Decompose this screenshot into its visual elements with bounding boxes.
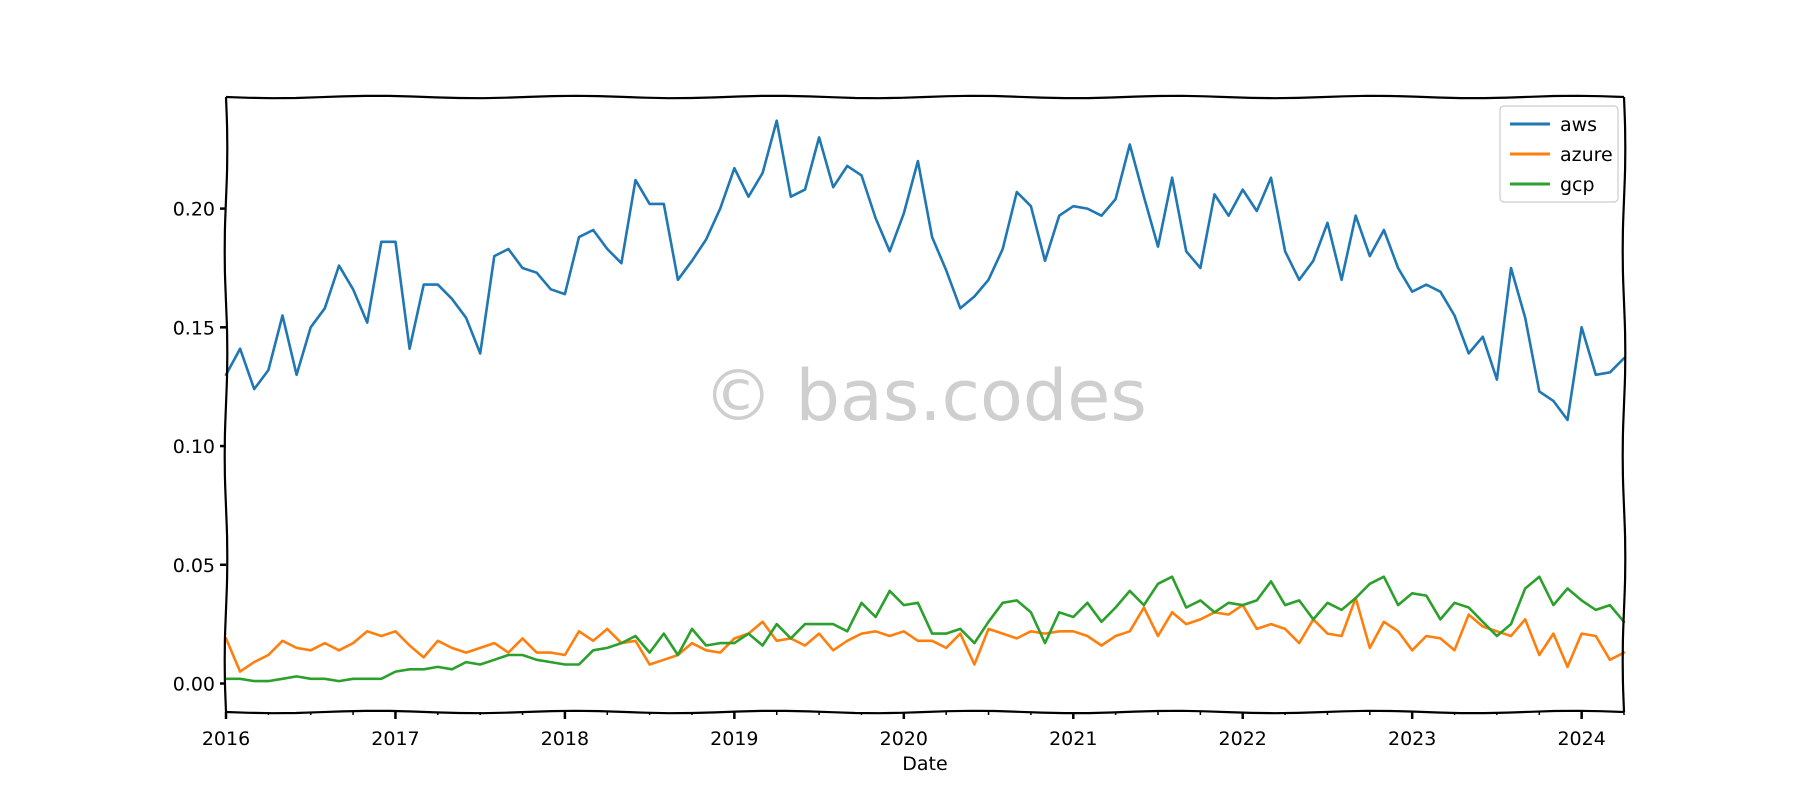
x-tick-label: 2019 xyxy=(710,728,758,750)
series-line-aws xyxy=(224,119,1626,422)
legend-label-aws: aws xyxy=(1560,114,1597,136)
legend: aws azure gcp xyxy=(1499,105,1619,203)
y-tick-label: 0.15 xyxy=(173,317,215,339)
legend-label-gcp: gcp xyxy=(1560,174,1595,196)
x-tick-label: 2024 xyxy=(1557,728,1605,750)
frame-right xyxy=(1621,96,1627,713)
x-tick-label: 2022 xyxy=(1219,728,1267,750)
legend-label-azure: azure xyxy=(1560,144,1613,166)
y-tick-label: 0.00 xyxy=(173,674,215,696)
series-line-azure xyxy=(224,596,1626,673)
x-axis: 2016 2017 2018 2019 2020 2021 2022 2023 2024 xyxy=(202,712,1625,750)
legend-box xyxy=(1499,105,1619,203)
x-tick-label: 2023 xyxy=(1388,728,1436,750)
y-tick-label: 0.10 xyxy=(173,436,215,458)
frame-bottom xyxy=(225,709,1625,715)
series-layer xyxy=(224,119,1626,683)
frame-left xyxy=(223,96,229,713)
x-tick-label: 2017 xyxy=(371,728,419,750)
watermark-text: © bas.codes xyxy=(703,355,1147,437)
y-tick-label: 0.20 xyxy=(173,199,215,221)
x-tick-label: 2020 xyxy=(880,728,928,750)
x-tick-label: 2021 xyxy=(1049,728,1097,750)
x-tick-label: 2016 xyxy=(202,728,250,750)
x-tick-label: 2018 xyxy=(541,728,589,750)
y-tick-label: 0.05 xyxy=(173,555,215,577)
x-axis-title: Date xyxy=(902,753,947,775)
frame-top xyxy=(225,94,1625,100)
y-axis: 0.00 0.05 0.10 0.15 0.20 xyxy=(173,199,226,696)
series-line-gcp xyxy=(224,575,1626,683)
